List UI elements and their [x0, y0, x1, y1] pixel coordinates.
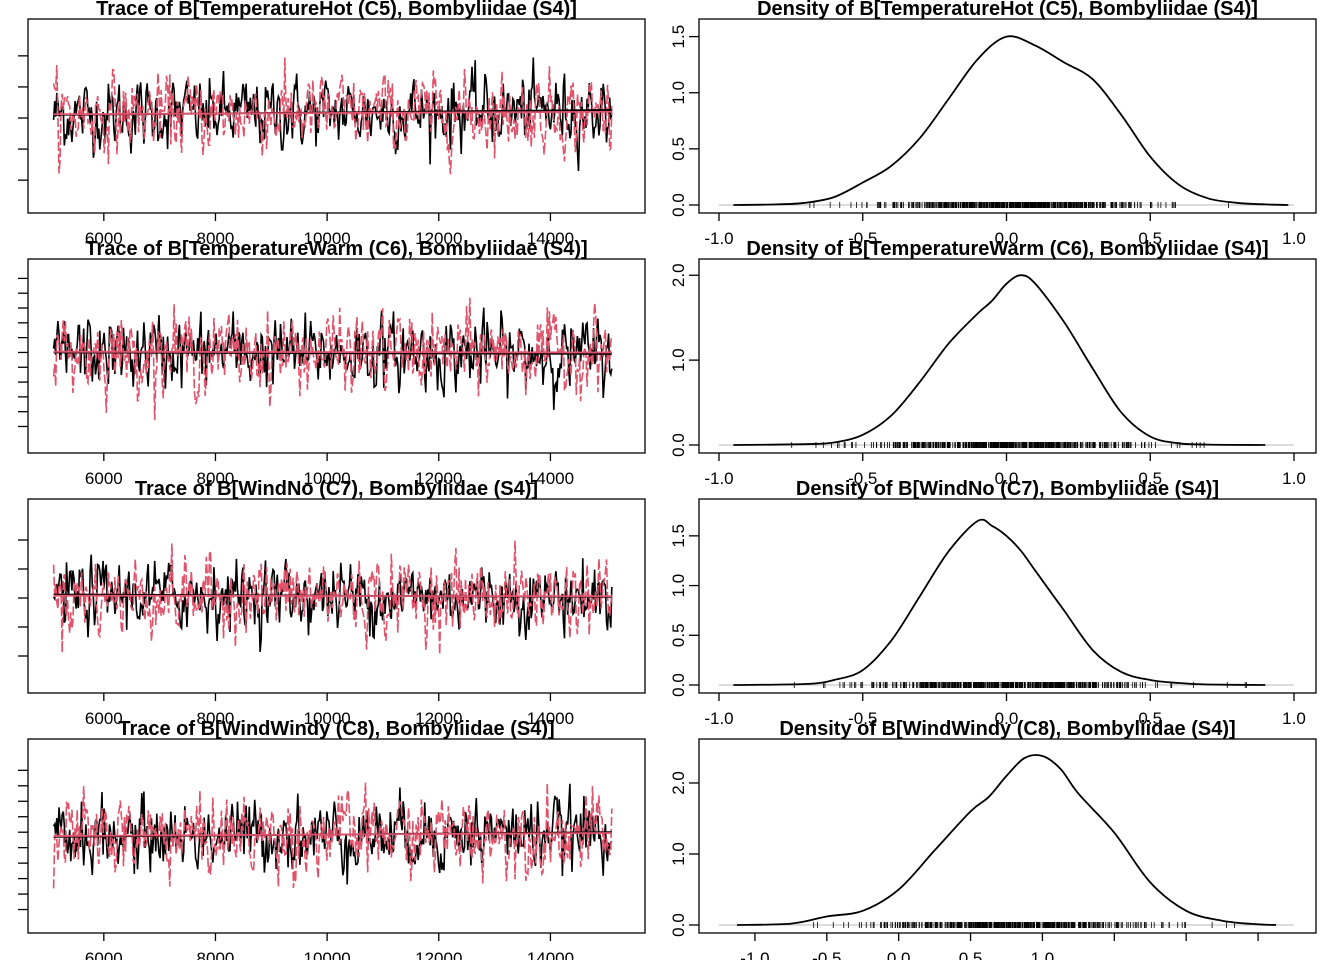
y-tick-label: 0.0: [669, 913, 688, 937]
x-tick-label: 6000: [85, 469, 123, 488]
x-tick-label: -0.5: [848, 709, 877, 728]
mean-line-chain-2: [53, 594, 612, 598]
plot-frame: [27, 18, 646, 214]
mean-line-chain-2: [53, 350, 612, 354]
x-tick-label: 8000: [197, 949, 235, 960]
x-tick-label: 14000: [527, 949, 574, 960]
mean-line-chain-2: [53, 110, 612, 116]
y-tick-label: 0.0: [669, 433, 688, 457]
x-tick-label: 12000: [415, 229, 462, 248]
x-tick-label: 0.0: [995, 469, 1019, 488]
panel-trace-0: Trace of B[TemperatureHot (C5), Bombylii…: [18, 0, 646, 248]
x-tick-label: 6000: [85, 949, 123, 960]
plot-frame: [27, 498, 646, 694]
chart-title: Density of B[WindWindy (C8), Bombyliidae…: [779, 718, 1235, 740]
x-tick-label: 6000: [85, 709, 123, 728]
x-tick-label: -1.0: [704, 709, 733, 728]
x-tick-label: 14000: [527, 709, 574, 728]
x-tick-label: 1.0: [1282, 229, 1306, 248]
x-tick-label: -0.5: [848, 469, 877, 488]
x-tick-label: -1.0: [740, 949, 769, 960]
x-tick-label: 0.5: [1138, 709, 1162, 728]
density-curve: [736, 754, 1277, 926]
y-tick-label: 0.0: [669, 193, 688, 217]
panel-density-7: Density of B[WindWindy (C8), Bombyliidae…: [669, 718, 1317, 960]
y-tick-label: 1.5: [669, 25, 688, 49]
trace-chain-2: [52, 540, 613, 655]
x-tick-label: 10000: [303, 469, 350, 488]
x-tick-label: -0.5: [848, 229, 877, 248]
x-tick-label: 0.0: [995, 709, 1019, 728]
y-tick-label: 1.0: [669, 81, 688, 105]
panel-density-5: Density of B[WindNo (C7), Bombyliidae (S…: [669, 478, 1317, 728]
x-tick-label: 8000: [197, 229, 235, 248]
x-tick-label: 14000: [527, 469, 574, 488]
trace-chain-2: [52, 782, 613, 889]
chart-title: Trace of B[WindWindy (C8), Bombyliidae (…: [118, 718, 554, 740]
y-tick-label: 0.0: [669, 673, 688, 697]
x-tick-label: 0.5: [959, 949, 983, 960]
x-tick-label: -1.0: [704, 229, 733, 248]
x-tick-label: 12000: [415, 469, 462, 488]
y-tick-label: 0.5: [669, 623, 688, 647]
plot-frame: [698, 18, 1317, 214]
panel-density-1: Density of B[TemperatureHot (C5), Bombyl…: [669, 0, 1317, 248]
x-tick-label: 0.5: [1138, 229, 1162, 248]
y-tick-label: 0.5: [669, 137, 688, 161]
panel-trace-6: Trace of B[WindWindy (C8), Bombyliidae (…: [18, 718, 646, 960]
y-tick-label: 1.5: [669, 524, 688, 548]
plot-frame: [698, 738, 1317, 934]
x-tick-label: -1.0: [704, 469, 733, 488]
x-tick-label: 0.5: [1138, 469, 1162, 488]
x-tick-label: 10000: [303, 709, 350, 728]
chart-title: Density of B[WindNo (C7), Bombyliidae (S…: [796, 478, 1219, 500]
mean-line-chain-2: [53, 832, 612, 837]
x-tick-label: 10000: [303, 229, 350, 248]
panel-density-3: Density of B[TemperatureWarm (C6), Bomby…: [669, 238, 1317, 488]
trace-chain-2: [52, 297, 613, 421]
x-tick-label: 12000: [415, 949, 462, 960]
x-tick-label: 0.0: [887, 949, 911, 960]
chart-title: Density of B[TemperatureWarm (C6), Bomby…: [746, 238, 1268, 260]
y-tick-label: 1.0: [669, 348, 688, 372]
x-tick-label: 6000: [85, 229, 123, 248]
trace-chain-1: [52, 783, 613, 885]
y-tick-label: 2.0: [669, 771, 688, 795]
x-tick-label: 12000: [415, 709, 462, 728]
plot-frame: [27, 258, 646, 454]
plot-frame: [698, 498, 1317, 694]
panel-trace-4: Trace of B[WindNo (C7), Bombyliidae (S4)…: [18, 478, 646, 728]
y-tick-label: 1.0: [669, 842, 688, 866]
density-curve: [733, 518, 1266, 686]
chart-title: Trace of B[WindNo (C7), Bombyliidae (S4)…: [135, 478, 538, 500]
chart-title: Trace of B[TemperatureHot (C5), Bombylii…: [96, 0, 577, 20]
x-tick-label: 14000: [527, 229, 574, 248]
x-tick-label: 1.0: [1282, 469, 1306, 488]
panel-trace-2: Trace of B[TemperatureWarm (C6), Bombyli…: [18, 238, 646, 488]
density-curve: [733, 274, 1266, 446]
y-tick-label: 2.0: [669, 263, 688, 287]
x-tick-label: 1.0: [1031, 949, 1055, 960]
chart-title: Density of B[TemperatureHot (C5), Bombyl…: [757, 0, 1258, 20]
plot-frame: [27, 738, 646, 934]
x-tick-label: 1.0: [1282, 709, 1306, 728]
density-curve: [733, 35, 1289, 206]
x-tick-label: 8000: [197, 469, 235, 488]
chart-title: Trace of B[TemperatureWarm (C6), Bombyli…: [85, 238, 587, 260]
y-tick-label: 1.0: [669, 574, 688, 598]
x-tick-label: 8000: [197, 709, 235, 728]
plot-frame: [698, 258, 1317, 454]
x-tick-label: -0.5: [812, 949, 841, 960]
x-tick-label: 0.0: [995, 229, 1019, 248]
x-tick-label: 10000: [303, 949, 350, 960]
